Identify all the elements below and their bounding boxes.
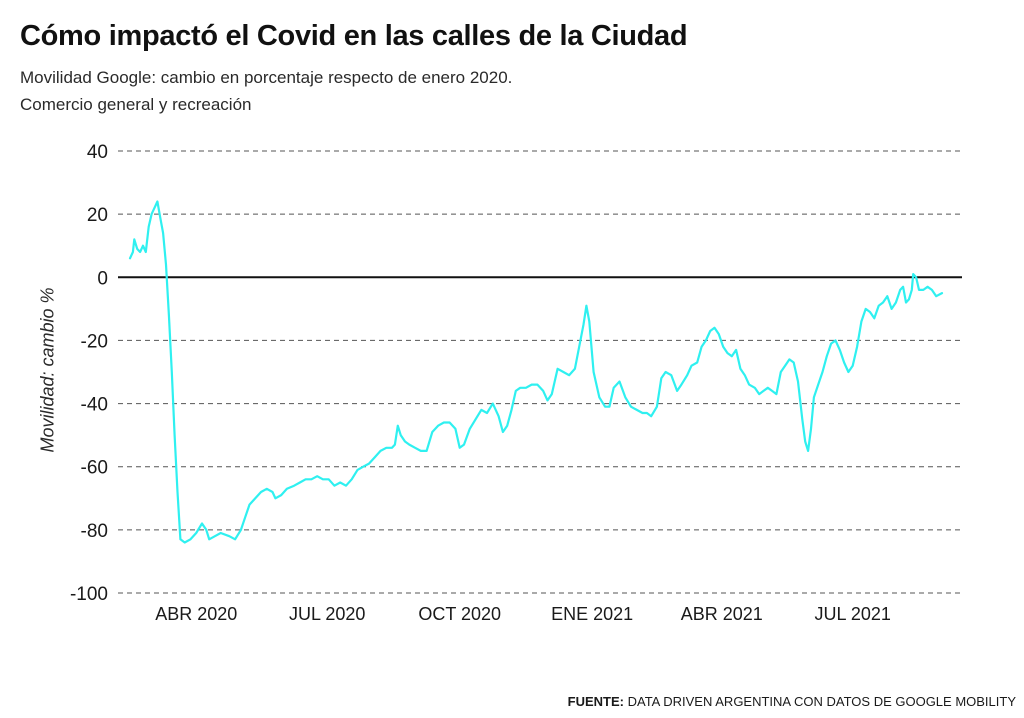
source-note: FUENTE: DATA DRIVEN ARGENTINA CON DATOS …: [568, 694, 1016, 709]
gridlines: [118, 150, 962, 594]
y-tick-label: 40: [87, 142, 108, 163]
source-label: FUENTE:: [567, 694, 624, 709]
y-tick-labels: 40 20 0 -20 -40 -60 -80 -100: [70, 142, 108, 605]
y-tick-label: -40: [81, 395, 108, 416]
series-group: [128, 200, 944, 544]
x-tick-label: ABR 2021: [681, 604, 763, 624]
x-tick-label: JUL 2021: [815, 604, 891, 624]
chart-title: Cómo impactó el Covid en las calles de l…: [20, 20, 688, 52]
x-tick-label: JUL 2020: [289, 604, 365, 624]
x-tick-labels: ABR 2020 JUL 2020 OCT 2020 ENE 2021 ABR 2021…: [155, 604, 891, 624]
y-tick-label: -60: [81, 458, 108, 479]
y-tick-label: 0: [97, 268, 108, 289]
x-tick-label: OCT 2020: [418, 604, 501, 624]
x-tick-label: ABR 2020: [155, 604, 237, 624]
chart-subtitle-line1: Movilidad Google: cambio en porcentaje r…: [20, 68, 513, 87]
x-tick-label: ENE 2021: [551, 604, 633, 624]
y-tick-label: 20: [87, 205, 108, 226]
y-tick-label: -80: [81, 521, 108, 542]
chart-subtitle-line2: Comercio general y recreación: [20, 95, 252, 114]
series-line-0: [128, 200, 944, 544]
y-tick-label: -100: [70, 584, 108, 605]
source-text: DATA DRIVEN ARGENTINA CON DATOS DE GOOGL…: [627, 694, 1016, 709]
y-tick-label: -20: [81, 331, 108, 352]
